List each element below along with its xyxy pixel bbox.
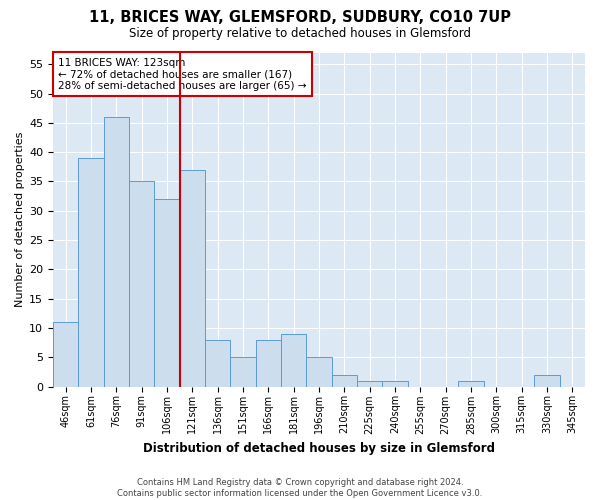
Bar [307,357,332,386]
Bar [205,340,230,386]
Text: 11 BRICES WAY: 123sqm
← 72% of detached houses are smaller (167)
28% of semi-det: 11 BRICES WAY: 123sqm ← 72% of detached … [58,58,307,90]
Bar [154,199,179,386]
Bar [79,158,104,386]
Bar [382,380,407,386]
Bar [179,170,205,386]
Bar [104,117,129,386]
Bar [332,375,357,386]
X-axis label: Distribution of detached houses by size in Glemsford: Distribution of detached houses by size … [143,442,495,455]
Bar [281,334,307,386]
Text: Size of property relative to detached houses in Glemsford: Size of property relative to detached ho… [129,28,471,40]
Bar [458,380,484,386]
Bar [357,380,382,386]
Bar [230,357,256,386]
Bar [53,322,79,386]
Y-axis label: Number of detached properties: Number of detached properties [15,132,25,307]
Text: Contains HM Land Registry data © Crown copyright and database right 2024.
Contai: Contains HM Land Registry data © Crown c… [118,478,482,498]
Bar [256,340,281,386]
Text: 11, BRICES WAY, GLEMSFORD, SUDBURY, CO10 7UP: 11, BRICES WAY, GLEMSFORD, SUDBURY, CO10… [89,10,511,25]
Bar [535,375,560,386]
Bar [129,182,154,386]
